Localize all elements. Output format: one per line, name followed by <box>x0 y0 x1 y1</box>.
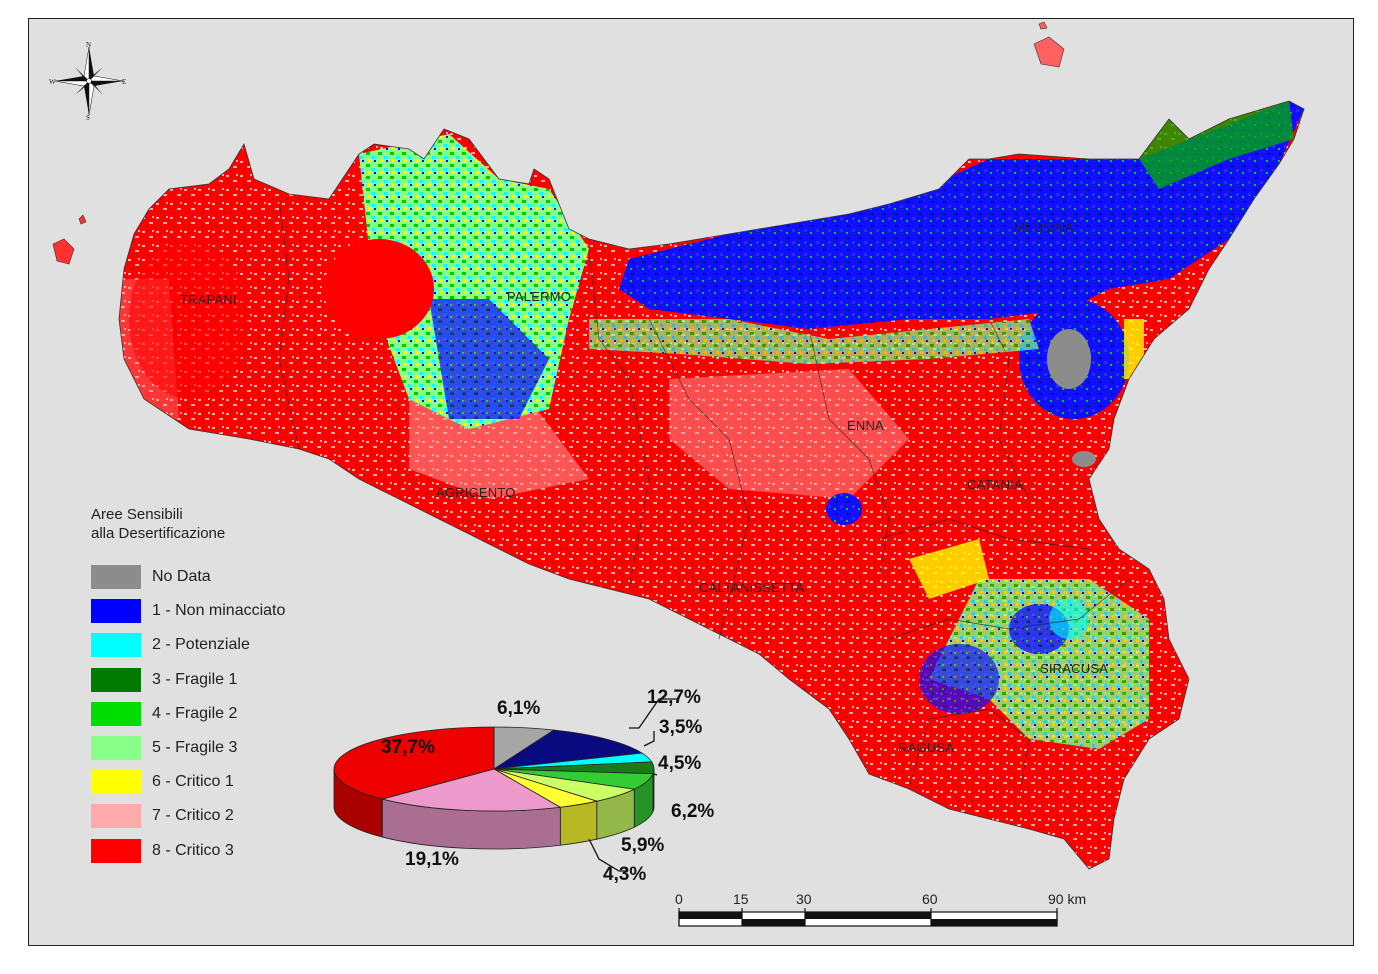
scale-label-15: 15 <box>733 891 749 907</box>
pie-slice-8-critico-3 <box>333 726 495 800</box>
legend-item-8-critico-3: 8 - Critico 3 <box>91 838 234 863</box>
pie-slice-7-critico-2 <box>380 768 562 812</box>
legend-label: 2 - Potenziale <box>152 636 250 654</box>
city-label-palermo: PALERMO <box>507 289 572 304</box>
legend-item-1-non-minacciato: 1 - Non minacciato <box>91 599 286 624</box>
pie-label-no-data: 6,1% <box>497 698 541 719</box>
pie-label-fragile-3: 5,9% <box>621 835 665 856</box>
scale-label-90-km: 90 km <box>1048 891 1087 907</box>
ustica-island <box>1033 36 1065 68</box>
pie-leader-lines <box>588 698 677 872</box>
legend-swatch <box>91 701 141 726</box>
legend-item-4-fragile-2: 4 - Fragile 2 <box>91 701 238 726</box>
city-label-trapani: TRAPANI <box>180 292 237 307</box>
pie-label-potenziale: 3,5% <box>659 717 703 738</box>
map-frame: N S E W TRAPANI PALERMO MESSINA ENNA CAT… <box>28 18 1354 946</box>
legend-label: 3 - Fragile 1 <box>152 670 238 688</box>
pie-label-critico-3: 37,7% <box>381 737 435 758</box>
compass-west-label: W <box>49 78 56 86</box>
legend-item-6-critico-1: 6 - Critico 1 <box>91 770 234 795</box>
pie-label-critico-1: 4,3% <box>603 864 647 885</box>
legend-swatch <box>91 667 141 692</box>
scale-label-30: 30 <box>796 891 812 907</box>
pie-label-critico-2: 19,1% <box>405 849 459 870</box>
legend-label: 4 - Fragile 2 <box>152 704 238 722</box>
legend-title-line2: alla Desertificazione <box>91 525 226 542</box>
legend-label: 7 - Critico 2 <box>152 807 234 825</box>
scale-label-0: 0 <box>675 891 683 907</box>
legend-label: No Data <box>152 568 211 585</box>
city-label-ragusa: RAGUSA <box>898 740 955 755</box>
city-label-agrigento: AGRIGENTO <box>436 485 516 500</box>
legend-swatch <box>91 770 141 795</box>
legend: Aree Sensibili alla Desertificazione No … <box>91 505 285 863</box>
city-label-messina: MESSINA <box>1014 220 1074 235</box>
pie-label-fragile-1: 4,5% <box>658 753 702 774</box>
legend-item-no-data: No Data <box>91 565 211 589</box>
scale-bar <box>678 908 1058 927</box>
city-label-caltanissetta: CALTANISSETTA <box>699 580 805 595</box>
legend-label: 5 - Fragile 3 <box>152 739 238 756</box>
legend-swatch <box>91 838 141 863</box>
legend-item-7-critico-2: 7 - Critico 2 <box>91 804 234 829</box>
coastline <box>118 100 1305 870</box>
legend-title-line1: Aree Sensibili <box>91 506 183 523</box>
legend-swatch <box>91 804 141 829</box>
province-borders <box>278 198 1130 800</box>
legend-label: 6 - Critico 1 <box>152 773 234 791</box>
islet <box>78 214 87 225</box>
compass-north-label: N <box>86 41 92 49</box>
pie-slice-1-non-minacciato <box>493 729 644 770</box>
legend-swatch <box>91 736 141 760</box>
legend-item-5-fragile-3: 5 - Fragile 3 <box>91 736 237 760</box>
legend-item-2-potenziale: 2 - Potenziale <box>91 633 250 658</box>
city-label-siracusa: SIRACUSA <box>1040 661 1109 676</box>
compass-east-label: E <box>122 78 127 86</box>
legend-swatch <box>91 633 141 658</box>
sicily-map <box>52 21 1305 927</box>
compass-south-label: S <box>86 114 90 122</box>
north-arrow <box>54 46 124 116</box>
legend-swatch <box>91 599 141 624</box>
pie-chart <box>333 726 655 850</box>
legend-label: 1 - Non minacciato <box>152 602 286 620</box>
islet <box>1038 21 1048 30</box>
pie-label-non-minacciato: 12,7% <box>647 687 701 708</box>
city-label-enna: ENNA <box>847 418 884 433</box>
pie-side-6-critico-1 <box>559 800 598 846</box>
city-label-catania: CATANIA <box>967 477 1023 492</box>
pie-label-fragile-2: 6,2% <box>671 801 715 822</box>
egadi-island <box>52 238 75 265</box>
legend-swatch <box>91 565 141 589</box>
legend-label: 8 - Critico 3 <box>152 841 234 859</box>
legend-item-3-fragile-1: 3 - Fragile 1 <box>91 667 238 692</box>
scale-label-60: 60 <box>922 891 938 907</box>
